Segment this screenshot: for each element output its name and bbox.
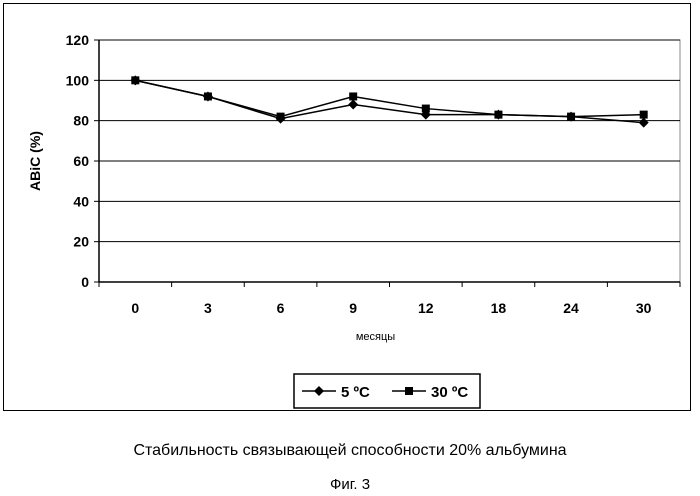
series-1-point-24 — [567, 113, 575, 121]
x-axis-label: месяцы — [356, 331, 395, 343]
x-tick-label-3: 3 — [204, 300, 212, 316]
x-tick-label-0: 0 — [131, 300, 139, 316]
series-1-point-6 — [277, 113, 285, 121]
legend-label-1: 30 ºC — [431, 384, 468, 401]
x-tick-label-6: 6 — [277, 300, 285, 316]
y-tick-label-120: 120 — [66, 32, 90, 48]
y-axis-label: ABiC (%) — [27, 131, 43, 191]
x-tick-label-24: 24 — [563, 300, 579, 316]
series-1-point-9 — [349, 92, 357, 100]
series-1-point-3 — [204, 92, 212, 100]
legend-label-0: 5 ºC — [341, 384, 370, 401]
series-1-point-30 — [640, 111, 648, 119]
x-tick-label-9: 9 — [349, 300, 357, 316]
series-1-point-0 — [131, 76, 139, 84]
x-tick-label-18: 18 — [491, 300, 507, 316]
y-tick-label-0: 0 — [81, 274, 89, 290]
y-tick-label-80: 80 — [73, 113, 89, 129]
y-tick-label-20: 20 — [73, 234, 89, 250]
series-1-point-18 — [494, 111, 502, 119]
y-tick-label-40: 40 — [73, 193, 89, 209]
x-tick-label-30: 30 — [636, 300, 652, 316]
y-tick-label-100: 100 — [66, 72, 90, 88]
series-1-point-12 — [422, 105, 430, 113]
legend-marker-1 — [405, 387, 413, 395]
figure-caption: Стабильность связывающей способности 20%… — [0, 442, 700, 460]
x-tick-label-12: 12 — [418, 300, 434, 316]
figure-label: Фиг. 3 — [0, 476, 700, 493]
y-tick-label-60: 60 — [73, 153, 89, 169]
